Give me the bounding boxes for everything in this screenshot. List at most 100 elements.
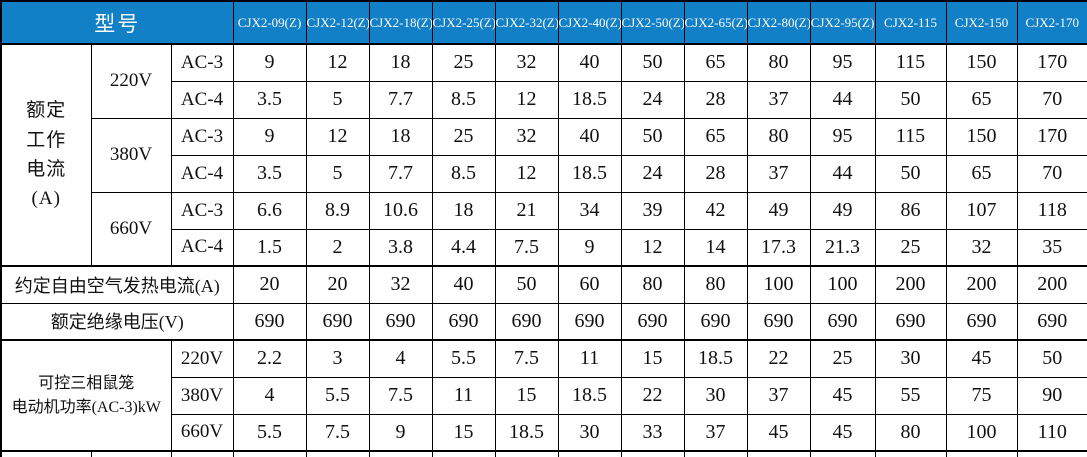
voltage-label-380v: 380V (170, 376, 234, 415)
value-cell: 80 (874, 413, 947, 452)
value-cell: 150 (945, 117, 1018, 156)
value-cell: 690 (494, 302, 559, 341)
value-cell: 37 (746, 376, 811, 415)
value-cell: 18 (368, 117, 433, 156)
value-cell: 18.5 (557, 154, 622, 193)
value-cell: 690 (305, 302, 370, 341)
value-cell: 118 (1016, 191, 1087, 230)
value-cell: 25 (431, 43, 496, 82)
value-cell: 8.9 (305, 191, 370, 230)
group-label-line: 额定 (26, 100, 67, 122)
empty-cell (494, 450, 559, 457)
value-cell: 7.5 (368, 376, 433, 415)
value-cell: 7.5 (494, 339, 559, 378)
empty-cell (945, 450, 1018, 457)
value-cell: 9 (368, 413, 433, 452)
model-header-cell: CJX2-115 (874, 0, 947, 45)
value-cell: 20 (305, 265, 370, 304)
value-cell: 25 (874, 228, 947, 267)
model-header-cell: CJX2-65(Z) (683, 0, 748, 45)
value-cell: 15 (431, 413, 496, 452)
value-cell: 44 (809, 80, 876, 119)
value-cell: 15 (620, 339, 685, 378)
voltage-label-220v: 220V (90, 43, 172, 119)
value-cell: 50 (874, 80, 947, 119)
voltage-label-220v: 220V (170, 339, 234, 378)
value-cell: 75 (945, 376, 1018, 415)
value-cell: 80 (746, 43, 811, 82)
value-cell: 690 (746, 302, 811, 341)
value-cell: 45 (809, 413, 876, 452)
value-cell: 37 (683, 413, 748, 452)
voltage-label-660v: 660V (90, 191, 172, 267)
value-cell: 6.6 (232, 191, 307, 230)
value-cell: 25 (809, 339, 876, 378)
value-cell: 95 (809, 43, 876, 82)
value-cell: 32 (368, 265, 433, 304)
value-cell: 4.4 (431, 228, 496, 267)
value-cell: 12 (494, 80, 559, 119)
value-cell: 100 (746, 265, 811, 304)
group-label-line: 电动机功率(AC-3)kW (11, 398, 161, 416)
insulation-voltage-label: 额定绝缘电压(V) (0, 302, 234, 341)
value-cell: 115 (874, 43, 947, 82)
value-cell: 18 (368, 43, 433, 82)
value-cell: 4 (368, 339, 433, 378)
value-cell: 49 (809, 191, 876, 230)
rated-current-row-380v-ac4: AC-4 3.5 5 7.7 8.5 12 18.5 24 28 37 44 50 65 70 (1, 154, 1087, 193)
empty-cell (620, 450, 685, 457)
value-cell: 44 (809, 154, 876, 193)
value-cell: 80 (746, 117, 811, 156)
class-label-ac4: AC-4 (170, 154, 234, 193)
value-cell: 24 (620, 80, 685, 119)
value-cell: 690 (945, 302, 1018, 341)
value-cell: 170 (1016, 117, 1087, 156)
value-cell: 18.5 (557, 376, 622, 415)
model-header-cell: CJX2-170 (1016, 0, 1087, 45)
value-cell: 34 (557, 191, 622, 230)
value-cell: 18 (431, 191, 496, 230)
value-cell: 7.5 (494, 228, 559, 267)
value-cell: 2.2 (232, 339, 307, 378)
empty-cell (232, 450, 307, 457)
value-cell: 35 (1016, 228, 1087, 267)
value-cell: 7.5 (305, 413, 370, 452)
value-cell: 21.3 (809, 228, 876, 267)
voltage-label-380v: 380V (90, 117, 172, 193)
value-cell: 50 (620, 117, 685, 156)
motor-power-group-label: 可控三相鼠笼 电动机功率(AC-3)kW (0, 339, 172, 452)
rated-current-row-220v-ac3: 额定 工作 电流 (A) 220V AC-3 9 12 18 25 32 40 50 65 80… (0, 43, 1087, 267)
value-cell: 32 (494, 117, 559, 156)
model-header-cell: CJX2-12(Z) (305, 0, 370, 45)
value-cell: 7.7 (368, 80, 433, 119)
value-cell: 8.5 (431, 154, 496, 193)
value-cell: 60 (557, 265, 622, 304)
value-cell: 90 (1016, 376, 1087, 415)
value-cell: 50 (874, 154, 947, 193)
value-cell: 9 (232, 117, 307, 156)
cutoff-next-row (0, 450, 1087, 457)
value-cell: 65 (945, 80, 1018, 119)
value-cell: 18.5 (683, 339, 748, 378)
class-label-ac3: AC-3 (170, 191, 234, 230)
value-cell: 22 (620, 376, 685, 415)
value-cell: 12 (620, 228, 685, 267)
value-cell: 49 (746, 191, 811, 230)
empty-cell (305, 450, 370, 457)
value-cell: 95 (809, 117, 876, 156)
motor-power-row-380v: 380V 4 5.5 7.5 11 15 18.5 22 30 37 45 55 75 90 (1, 376, 1087, 415)
value-cell: 50 (620, 43, 685, 82)
value-cell: 50 (1016, 339, 1087, 378)
value-cell: 80 (620, 265, 685, 304)
value-cell: 11 (557, 339, 622, 378)
value-cell: 40 (557, 117, 622, 156)
value-cell: 30 (557, 413, 622, 452)
thermal-current-row: 约定自由空气发热电流(A) 20 20 32 40 50 60 80 80 100 100 200 2… (0, 265, 1087, 304)
class-label-ac4: AC-4 (170, 228, 234, 267)
empty-cell (746, 450, 811, 457)
model-header-cell: CJX2-18(Z) (368, 0, 433, 45)
empty-cell (683, 450, 748, 457)
value-cell: 65 (945, 154, 1018, 193)
